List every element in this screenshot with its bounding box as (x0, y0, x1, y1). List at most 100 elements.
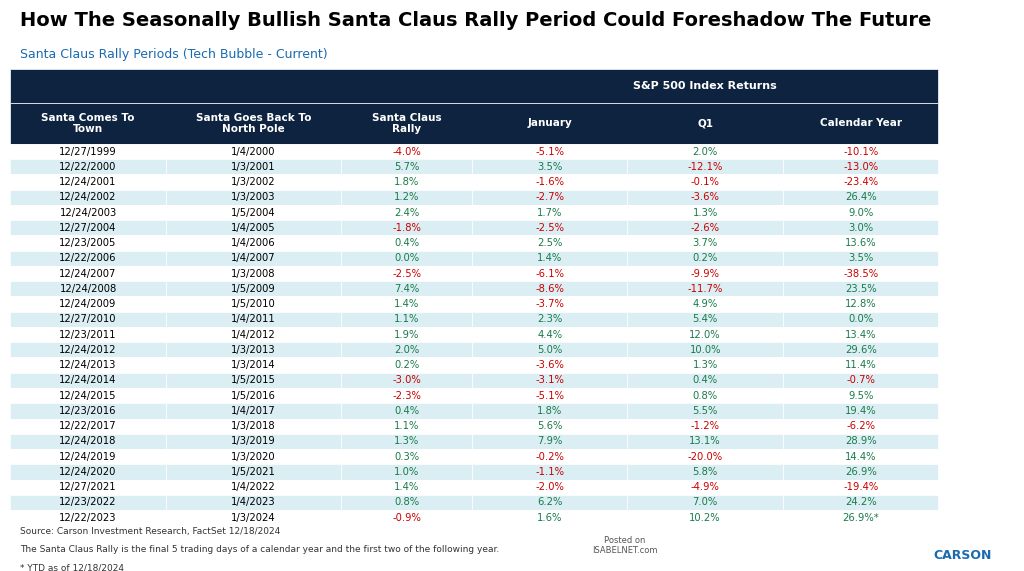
Text: Calendar Year: Calendar Year (820, 118, 902, 128)
Text: 1/4/2005: 1/4/2005 (231, 223, 275, 233)
Bar (783, 510, 939, 525)
Bar (783, 296, 939, 312)
Bar (783, 388, 939, 403)
Text: 1.9%: 1.9% (394, 329, 419, 340)
Text: 12/24/2020: 12/24/2020 (59, 467, 117, 477)
Bar (10, 357, 166, 373)
Text: 2.0%: 2.0% (394, 345, 419, 355)
Text: 12/24/2014: 12/24/2014 (59, 375, 117, 385)
Bar (166, 251, 341, 266)
Bar (166, 480, 341, 495)
Bar (341, 388, 472, 403)
Bar (472, 312, 628, 327)
Text: -4.9%: -4.9% (691, 482, 720, 492)
Text: 7.4%: 7.4% (394, 284, 419, 294)
Bar (628, 312, 783, 327)
Text: 10.0%: 10.0% (689, 345, 721, 355)
Text: 5.8%: 5.8% (692, 467, 718, 477)
Bar (341, 449, 472, 464)
Text: 12/24/2001: 12/24/2001 (59, 177, 117, 187)
Text: Posted on
ISABELNET.com: Posted on ISABELNET.com (592, 536, 657, 555)
Text: Q1: Q1 (697, 118, 713, 128)
Bar (783, 434, 939, 449)
Text: 1/3/2024: 1/3/2024 (231, 513, 275, 522)
Text: 12.0%: 12.0% (689, 329, 721, 340)
Text: * YTD as of 12/18/2024: * YTD as of 12/18/2024 (20, 563, 124, 571)
Text: 1/3/2003: 1/3/2003 (231, 192, 275, 202)
Text: -6.2%: -6.2% (846, 421, 876, 431)
Text: 2.5%: 2.5% (537, 238, 562, 248)
Text: -2.7%: -2.7% (536, 192, 564, 202)
Bar (783, 220, 939, 235)
Text: 12/27/2021: 12/27/2021 (59, 482, 117, 492)
Text: 3.0%: 3.0% (848, 223, 873, 233)
Text: 12/24/2002: 12/24/2002 (59, 192, 117, 202)
Text: -23.4%: -23.4% (843, 177, 879, 187)
Text: -0.1%: -0.1% (691, 177, 720, 187)
Text: 10.2%: 10.2% (689, 513, 721, 522)
Bar (472, 281, 628, 296)
Text: How The Seasonally Bullish Santa Claus Rally Period Could Foreshadow The Future: How The Seasonally Bullish Santa Claus R… (20, 11, 932, 30)
Bar (472, 434, 628, 449)
Bar (166, 144, 341, 159)
Text: 0.4%: 0.4% (394, 238, 419, 248)
Text: -3.7%: -3.7% (536, 299, 564, 309)
Bar (341, 327, 472, 342)
Text: 3.5%: 3.5% (848, 254, 873, 263)
Bar (341, 190, 472, 205)
Bar (341, 434, 472, 449)
Text: -4.0%: -4.0% (392, 147, 421, 156)
Text: 1.4%: 1.4% (394, 482, 419, 492)
Text: -2.5%: -2.5% (392, 268, 421, 279)
Bar (628, 266, 783, 281)
Bar (783, 342, 939, 357)
Bar (166, 373, 341, 388)
Bar (472, 174, 628, 190)
Text: 1/4/2017: 1/4/2017 (231, 406, 276, 416)
Bar (166, 205, 341, 220)
Text: 0.0%: 0.0% (394, 254, 419, 263)
Text: 12/22/2006: 12/22/2006 (59, 254, 117, 263)
Bar (783, 281, 939, 296)
Bar (166, 235, 341, 251)
Bar (783, 144, 939, 159)
Bar (472, 296, 628, 312)
Text: 1/5/2004: 1/5/2004 (231, 207, 275, 218)
Bar (783, 312, 939, 327)
Text: 5.7%: 5.7% (394, 162, 419, 172)
Bar (10, 220, 166, 235)
Text: 26.9%: 26.9% (845, 467, 877, 477)
Text: -10.1%: -10.1% (843, 147, 879, 156)
Text: 0.8%: 0.8% (394, 497, 419, 508)
Text: 1/4/2012: 1/4/2012 (231, 329, 276, 340)
Text: -2.3%: -2.3% (392, 391, 421, 401)
Bar (628, 449, 783, 464)
Text: 9.0%: 9.0% (848, 207, 873, 218)
Bar (10, 464, 166, 480)
Bar (783, 190, 939, 205)
Bar (10, 434, 166, 449)
Bar (783, 266, 939, 281)
Text: -13.0%: -13.0% (843, 162, 879, 172)
Text: 1.2%: 1.2% (394, 192, 419, 202)
Text: 1/5/2015: 1/5/2015 (231, 375, 276, 385)
Text: -3.6%: -3.6% (536, 360, 564, 370)
Text: 1.4%: 1.4% (537, 254, 562, 263)
Text: Santa Claus Rally Periods (Tech Bubble - Current): Santa Claus Rally Periods (Tech Bubble -… (20, 49, 328, 61)
Text: -1.2%: -1.2% (690, 421, 720, 431)
Text: -1.8%: -1.8% (392, 223, 421, 233)
Bar (472, 342, 628, 357)
Text: 1/5/2010: 1/5/2010 (231, 299, 276, 309)
Bar (166, 510, 341, 525)
Bar (628, 174, 783, 190)
Text: 1.4%: 1.4% (394, 299, 419, 309)
Text: 13.4%: 13.4% (845, 329, 877, 340)
Bar (628, 235, 783, 251)
Text: 3.5%: 3.5% (537, 162, 562, 172)
Bar (341, 144, 472, 159)
Bar (166, 495, 341, 510)
Bar (472, 510, 628, 525)
Bar (628, 357, 783, 373)
Bar (166, 296, 341, 312)
Text: 1.8%: 1.8% (537, 406, 562, 416)
